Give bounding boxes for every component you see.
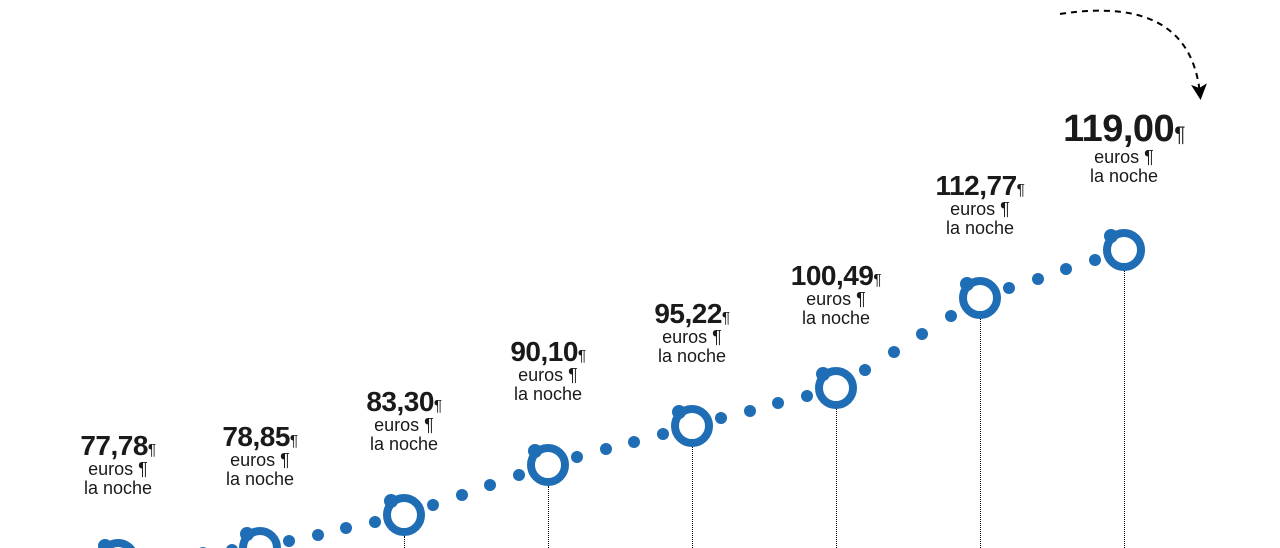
drop-line	[404, 536, 405, 548]
unit-line-1: euros ¶	[510, 366, 585, 385]
unit-line-2: la noche	[80, 479, 155, 498]
value-number: 77,78	[80, 430, 148, 461]
connector-dot	[657, 428, 669, 440]
value-number: 95,22	[654, 298, 722, 329]
value-number: 90,10	[510, 336, 578, 367]
pilcrow: ¶	[578, 348, 586, 365]
connector-dot	[226, 544, 238, 548]
pilcrow: ¶	[434, 398, 442, 415]
value-number: 83,30	[366, 386, 434, 417]
connector-dot	[600, 443, 612, 455]
unit-line-1: euros ¶	[366, 416, 441, 435]
unit-line-1: euros ¶	[936, 200, 1025, 219]
value-text: 119,00¶	[1063, 110, 1185, 148]
unit-line-2: la noche	[1063, 167, 1185, 186]
data-label: 95,22¶euros ¶la noche	[654, 300, 729, 366]
unit-line-1: euros ¶	[222, 451, 297, 470]
pilcrow: ¶	[722, 310, 730, 327]
value-text: 77,78¶	[80, 432, 155, 460]
data-label: 112,77¶euros ¶la noche	[936, 172, 1025, 238]
pilcrow: ¶	[148, 442, 156, 459]
unit-line-2: la noche	[936, 219, 1025, 238]
connector-dot	[369, 516, 381, 528]
unit-line-1: euros ¶	[654, 328, 729, 347]
connector-dot	[744, 405, 756, 417]
connector-dot	[888, 346, 900, 358]
value-text: 95,22¶	[654, 300, 729, 328]
unit-line-2: la noche	[510, 385, 585, 404]
unit-line-1: euros ¶	[1063, 148, 1185, 167]
callout-arrow	[0, 0, 1280, 548]
pilcrow: ¶	[1174, 123, 1185, 146]
connector-dot	[1089, 254, 1101, 266]
data-label: 119,00¶euros ¶la noche	[1063, 110, 1185, 186]
value-text: 78,85¶	[222, 423, 297, 451]
data-label: 100,49¶euros ¶la noche	[791, 262, 881, 328]
data-label: 78,85¶euros ¶la noche	[222, 423, 297, 489]
data-label: 83,30¶euros ¶la noche	[366, 388, 441, 454]
unit-line-2: la noche	[791, 309, 881, 328]
connector-dot	[571, 451, 583, 463]
value-text: 90,10¶	[510, 338, 585, 366]
drop-line	[548, 486, 549, 548]
pilcrow: ¶	[1017, 182, 1025, 199]
value-number: 100,49	[791, 260, 874, 291]
connector-dot	[628, 436, 640, 448]
connector-dot	[427, 499, 439, 511]
drop-line	[692, 447, 693, 548]
value-text: 83,30¶	[366, 388, 441, 416]
connector-dot	[312, 529, 324, 541]
connector-dot	[859, 364, 871, 376]
chart-stage: 77,78¶euros ¶la noche78,85¶euros ¶la noc…	[0, 0, 1280, 548]
unit-line-2: la noche	[654, 347, 729, 366]
pilcrow: ¶	[290, 433, 298, 450]
drop-line	[1124, 271, 1125, 548]
connector-dot	[801, 390, 813, 402]
connector-dot	[1032, 273, 1044, 285]
value-text: 100,49¶	[791, 262, 881, 290]
value-text: 112,77¶	[936, 172, 1025, 200]
value-number: 112,77	[936, 170, 1017, 201]
unit-line-1: euros ¶	[791, 290, 881, 309]
drop-line	[836, 409, 837, 548]
data-label: 90,10¶euros ¶la noche	[510, 338, 585, 404]
value-number: 78,85	[222, 421, 290, 452]
unit-line-1: euros ¶	[80, 460, 155, 479]
connector-dot	[456, 489, 468, 501]
unit-line-2: la noche	[366, 435, 441, 454]
value-number: 119,00	[1063, 108, 1174, 150]
pilcrow: ¶	[873, 272, 881, 289]
unit-line-2: la noche	[222, 470, 297, 489]
data-label: 77,78¶euros ¶la noche	[80, 432, 155, 498]
drop-line	[980, 319, 981, 548]
